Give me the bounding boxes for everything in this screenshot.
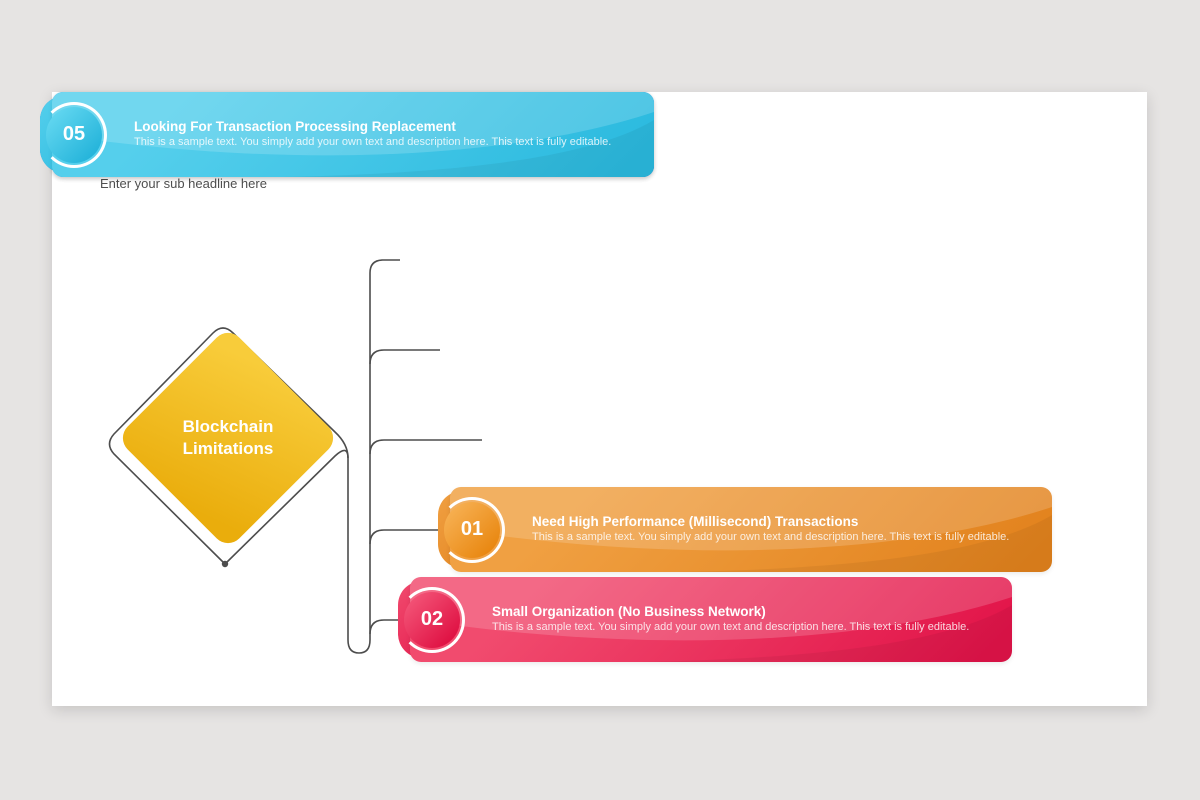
badge-number: 02 [404, 591, 460, 648]
branch-row5 [369, 619, 400, 635]
row-title: Small Organization (No Business Network) [492, 604, 766, 619]
badge-ring [41, 101, 107, 168]
branch-row3 [369, 439, 482, 455]
branch-row2 [369, 349, 440, 365]
diamond-outline [108, 327, 349, 565]
slide-canvas: Blockchain Limitations Enter your sub he… [40, 92, 1147, 706]
banner-text: Small Organization (No Business Network)… [492, 577, 996, 662]
connector-lines [108, 259, 482, 654]
diamond-label: Blockchain Limitations [149, 359, 307, 517]
banner-shape: Need High Performance (Millisecond) Tran… [450, 487, 1052, 572]
row-title: Need High Performance (Millisecond) Tran… [532, 514, 859, 529]
limitation-row-1[interactable]: Need High Performance (Millisecond) Tran… [438, 487, 1052, 572]
badge-ring [439, 496, 505, 563]
badge-number: 01 [444, 501, 500, 558]
diamond-shape[interactable]: Blockchain Limitations [116, 326, 340, 550]
outline-end-dot [221, 560, 229, 568]
banner-text: Looking For Transaction Processing Repla… [134, 92, 638, 177]
banner-wave-decoration [410, 577, 1012, 662]
banner-shape: Looking For Transaction Processing Repla… [52, 92, 654, 177]
banner-shape: Small Organization (No Business Network)… [410, 577, 1012, 662]
limitation-row-2[interactable]: Small Organization (No Business Network)… [398, 577, 1012, 662]
row-description: This is a sample text. You simply add yo… [134, 136, 612, 148]
limitation-row-5[interactable]: Looking For Transaction Processing Repla… [40, 92, 654, 177]
row-title: Looking For Transaction Processing Repla… [134, 119, 456, 134]
banner-wave-decoration [450, 487, 1052, 572]
diamond-label-line1: Blockchain [182, 417, 274, 436]
row-description: This is a sample text. You simply add yo… [532, 531, 1010, 543]
branch-row4 [369, 529, 440, 545]
badge-number: 05 [46, 106, 102, 163]
page-subtitle: Enter your sub headline here [100, 176, 267, 191]
banner-text: Need High Performance (Millisecond) Tran… [532, 487, 1036, 572]
badge-ring [399, 586, 465, 653]
diamond-label-line2: Limitations [182, 439, 274, 458]
row-description: This is a sample text. You simply add yo… [492, 621, 970, 633]
banner-wave-decoration [52, 92, 654, 177]
